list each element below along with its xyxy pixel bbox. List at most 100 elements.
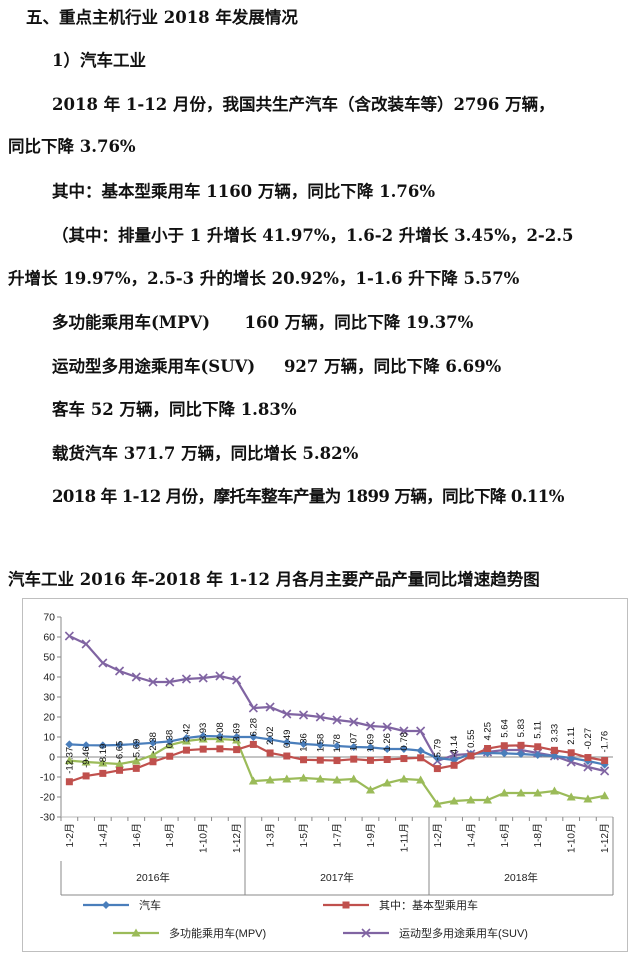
data-label: 5.64 [499, 719, 510, 738]
x-tick-label: 1-6月 [499, 823, 511, 847]
data-point [131, 756, 141, 765]
data-point [299, 740, 308, 748]
year-group-label: 2016年 [136, 871, 170, 884]
data-label: -1.76 [600, 731, 611, 753]
data-label: 2.02 [265, 726, 276, 745]
x-tick-label: 1-7月 [332, 823, 344, 847]
data-label: 1.69 [365, 734, 376, 753]
data-point [350, 755, 358, 763]
data-point [417, 754, 425, 762]
data-point [81, 639, 91, 649]
data-point [149, 738, 157, 747]
data-point [449, 796, 459, 805]
year-group-label: 2017年 [320, 871, 354, 884]
data-point [81, 757, 91, 766]
data-point [149, 758, 157, 766]
data-point [181, 674, 192, 684]
data-point [64, 756, 74, 765]
data-point [165, 677, 175, 687]
paragraph-line: 2018 年 1-12 月份，我国共生产汽车（含改装车等）2796 万辆， [52, 95, 555, 114]
data-point [416, 746, 425, 755]
data-point [115, 741, 124, 749]
data-label: 3.33 [549, 724, 560, 743]
data-label: 1.36 [299, 733, 310, 752]
legend-label: 多功能乘用车(MPV) [169, 926, 266, 940]
data-label: 1.07 [349, 733, 360, 752]
data-point [567, 749, 575, 757]
data-point [316, 756, 324, 764]
y-tick-label: -10 [40, 772, 55, 784]
subsection-heading: 1）汽车工业 [52, 51, 146, 70]
data-label: -6.65 [115, 741, 126, 763]
data-point [533, 788, 543, 797]
legend-marker [131, 928, 141, 937]
y-tick-label: -30 [40, 812, 55, 824]
data-point [500, 749, 509, 758]
paragraph-line: 同比下降 3.76% [8, 137, 136, 156]
data-point [232, 675, 242, 685]
paragraph-line: 客车 52 万辆，同比下降 1.83% [52, 400, 297, 419]
data-point [131, 672, 141, 682]
data-point [433, 765, 441, 773]
legend-marker [361, 928, 371, 938]
data-label: 0.38 [165, 730, 176, 749]
data-point [166, 752, 174, 760]
data-point [215, 671, 225, 681]
paragraph-line: 多功能乘用车(MPV) 160 万辆，同比下降 19.37% [52, 313, 474, 332]
x-tick-label: 1-12月 [231, 823, 243, 853]
data-point [333, 742, 341, 750]
y-tick-label: 0 [49, 752, 55, 764]
data-point [517, 741, 525, 749]
legend-label: 其中：基本型乘用车 [379, 898, 478, 912]
data-point [416, 726, 426, 736]
data-point [165, 737, 174, 746]
data-point [98, 758, 108, 767]
data-label: -4.14 [449, 736, 460, 758]
data-point [115, 759, 125, 768]
data-label: -5.69 [131, 739, 142, 761]
data-point [399, 774, 409, 783]
x-tick-label: 1-5月 [298, 823, 310, 847]
data-point [349, 774, 359, 783]
data-point [282, 774, 292, 783]
data-label: 5.11 [533, 721, 544, 739]
data-point [549, 786, 559, 795]
y-tick-label: 20 [43, 712, 55, 724]
data-point [600, 760, 609, 769]
data-point [450, 761, 458, 769]
data-point [265, 775, 275, 784]
legend-marker [342, 901, 350, 909]
data-point [233, 746, 241, 754]
data-point [265, 702, 275, 712]
chart-container: -30 -20 -10 0 10 20 30 40 50 60 70 1-2月 1-4月 1-6月 1-8月… [22, 598, 628, 952]
data-point [365, 721, 376, 731]
data-label: 0.49 [282, 730, 293, 749]
data-label: 0.55 [466, 729, 477, 748]
x-tick-label: 1-2月 [64, 823, 76, 847]
data-label: 3.42 [181, 724, 192, 743]
data-point [98, 658, 108, 668]
data-point [266, 735, 275, 744]
x-tick-label: 1-10月 [198, 823, 210, 853]
data-point [199, 745, 207, 753]
data-point [483, 795, 493, 804]
data-point [198, 673, 208, 683]
data-label: -8.19 [98, 744, 109, 766]
y-tick-label: 40 [43, 672, 55, 684]
data-point [299, 773, 309, 782]
paragraph-line: 运动型多用途乘用车(SUV) 927 万辆，同比下降 6.69% [52, 357, 502, 376]
y-tick-label: 70 [43, 612, 55, 624]
data-point [65, 778, 73, 786]
data-point [82, 741, 91, 750]
data-label: -5.79 [432, 739, 443, 761]
x-tick-label: 1-10月 [566, 823, 578, 853]
data-point [533, 751, 542, 759]
data-point [466, 795, 476, 804]
data-point [148, 677, 158, 687]
y-tick-label: 60 [43, 632, 55, 644]
data-point [82, 772, 90, 780]
data-point [484, 745, 492, 752]
data-point [416, 775, 426, 784]
data-label: 4.25 [483, 722, 494, 741]
data-point [601, 757, 609, 765]
